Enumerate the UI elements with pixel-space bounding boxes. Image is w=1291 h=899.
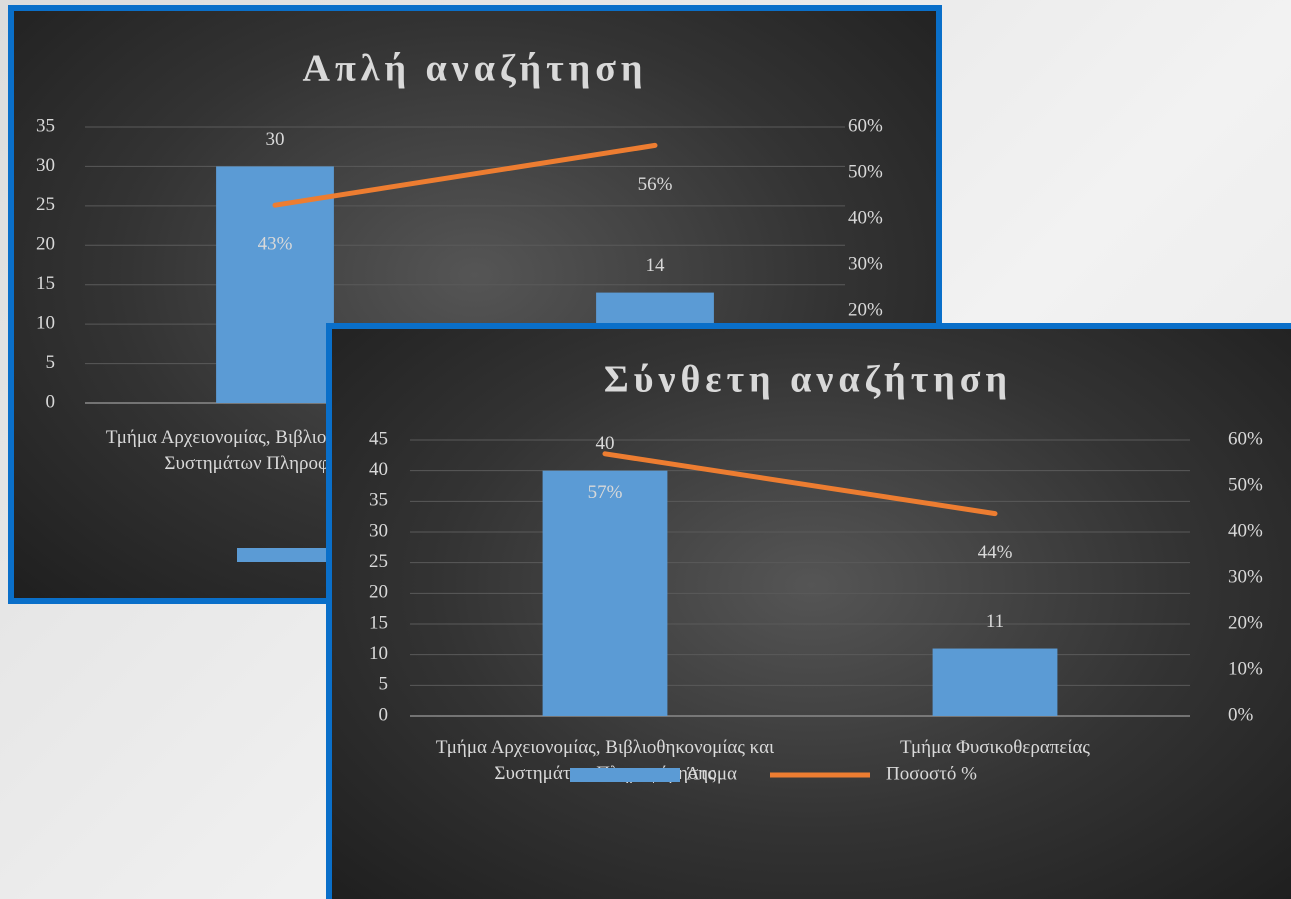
- legend-label: Ποσοστό %: [886, 763, 977, 784]
- chart-title: Απλή αναζήτηση: [303, 48, 648, 90]
- y-tick-label: 10: [369, 643, 388, 664]
- y-tick-label: 35: [369, 490, 388, 511]
- y-tick-label: 35: [36, 115, 55, 136]
- y2-tick-label: 50%: [1228, 474, 1263, 495]
- y-tick-label: 45: [369, 428, 388, 449]
- y-tick-label: 20: [369, 582, 388, 603]
- y2-tick-label: 50%: [848, 161, 883, 182]
- y-tick-label: 20: [36, 234, 55, 255]
- y-tick-label: 0: [46, 391, 56, 412]
- bar: [542, 470, 668, 716]
- chart-title: Σύνθετη αναζήτηση: [604, 359, 1012, 401]
- y2-tick-label: 20%: [848, 299, 883, 320]
- line-value-label: 56%: [638, 174, 673, 195]
- y-tick-label: 10: [36, 313, 55, 334]
- y-tick-label: 15: [369, 612, 388, 633]
- y2-tick-label: 60%: [848, 115, 883, 136]
- y2-tick-label: 40%: [1228, 520, 1263, 541]
- y2-tick-label: 20%: [1228, 612, 1263, 633]
- y2-tick-label: 60%: [1228, 428, 1263, 449]
- y2-tick-label: 40%: [848, 207, 883, 228]
- legend-marker: [237, 548, 347, 562]
- bar-value-label: 14: [646, 255, 666, 276]
- y2-tick-label: 30%: [1228, 566, 1263, 587]
- bar-value-label: 40: [596, 433, 615, 454]
- y-tick-label: 25: [36, 194, 55, 215]
- bar-value-label: 11: [986, 611, 1004, 632]
- y2-tick-label: 10%: [1228, 658, 1263, 679]
- x-tick-label-box: Τμήμα Φυσικοθεραπείας: [900, 737, 1090, 758]
- y-tick-label: 5: [46, 352, 56, 373]
- chart: Σύνθετη αναζήτηση 0 5 10 15 20 25 30 35 40 45 0% 10%…: [369, 359, 1263, 785]
- chart-panel: Σύνθετη αναζήτηση 0 5 10 15 20 25 30 35 40 45 0% 10%…: [326, 323, 1291, 899]
- legend-label: Άτομα: [686, 763, 737, 784]
- line: [602, 451, 998, 517]
- bar: [216, 166, 334, 403]
- line-value-label: 57%: [588, 482, 623, 503]
- x-tick-label: Τμήμα Φυσικοθεραπείας: [900, 737, 1090, 758]
- y-tick-label: 15: [36, 273, 55, 294]
- bar-value-label: 30: [266, 129, 285, 150]
- y2-tick-label: 0%: [1228, 704, 1254, 725]
- y-tick-label: 0: [379, 704, 389, 725]
- line-value-label: 43%: [258, 234, 293, 255]
- y-tick-label: 40: [369, 459, 388, 480]
- y-tick-label: 25: [369, 551, 388, 572]
- y-tick-label: 30: [36, 155, 55, 176]
- legend-marker: [570, 768, 680, 782]
- bar: [932, 648, 1058, 716]
- y-tick-label: 5: [379, 674, 389, 695]
- line-value-label: 44%: [978, 542, 1013, 563]
- y-tick-label: 30: [369, 520, 388, 541]
- line: [272, 142, 658, 208]
- y2-tick-label: 30%: [848, 253, 883, 274]
